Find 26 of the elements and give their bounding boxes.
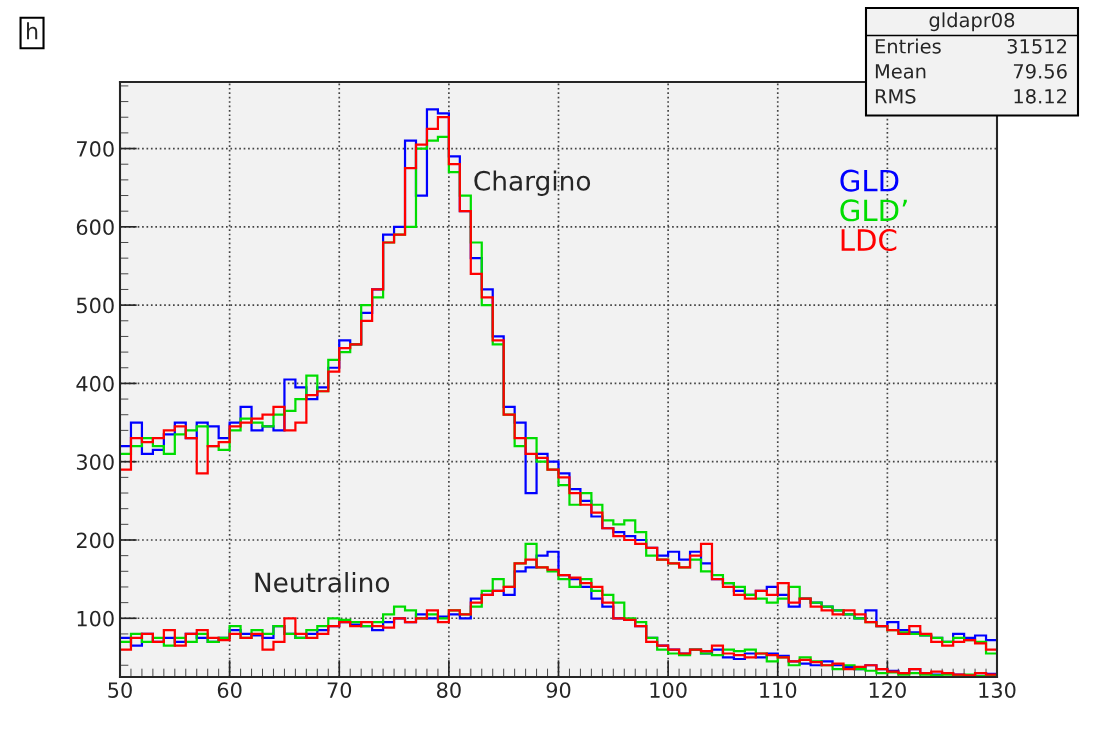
y-tick-label: 700 — [77, 141, 114, 157]
text: RMS 18.12 — [875, 88, 1067, 104]
x-tick-label: 120 — [869, 682, 906, 698]
text: GLD — [840, 169, 899, 192]
x-tick-label: 70 — [327, 682, 352, 698]
x-tick-label: 60 — [217, 682, 242, 698]
annotation: Neutralino — [255, 572, 390, 593]
x-tick-label: 100 — [650, 682, 687, 698]
x-tick-label: 110 — [760, 682, 797, 698]
text: Mean 79.56 — [875, 63, 1067, 79]
y-tick-label: 300 — [76, 454, 114, 470]
x-tick-label: 80 — [437, 682, 461, 698]
text: GLD’ — [840, 199, 907, 222]
text: Entries 31512 — [875, 38, 1067, 54]
y-tick-label: 500 — [76, 297, 114, 314]
y-tick-label: 600 — [76, 219, 114, 236]
x-tick-label: 130 — [979, 682, 1016, 698]
text: LDC — [841, 228, 897, 252]
annotation: Chargino — [474, 170, 591, 196]
y-tick-label: 200 — [76, 532, 114, 549]
text: gldapr08 — [929, 12, 1015, 32]
x-tick-label: 90 — [546, 682, 571, 698]
y-tick-label: 400 — [76, 375, 114, 392]
x-tick-label: 50 — [108, 682, 132, 698]
y-tick-label: 100 — [77, 610, 114, 627]
chart-title: h — [27, 22, 38, 40]
